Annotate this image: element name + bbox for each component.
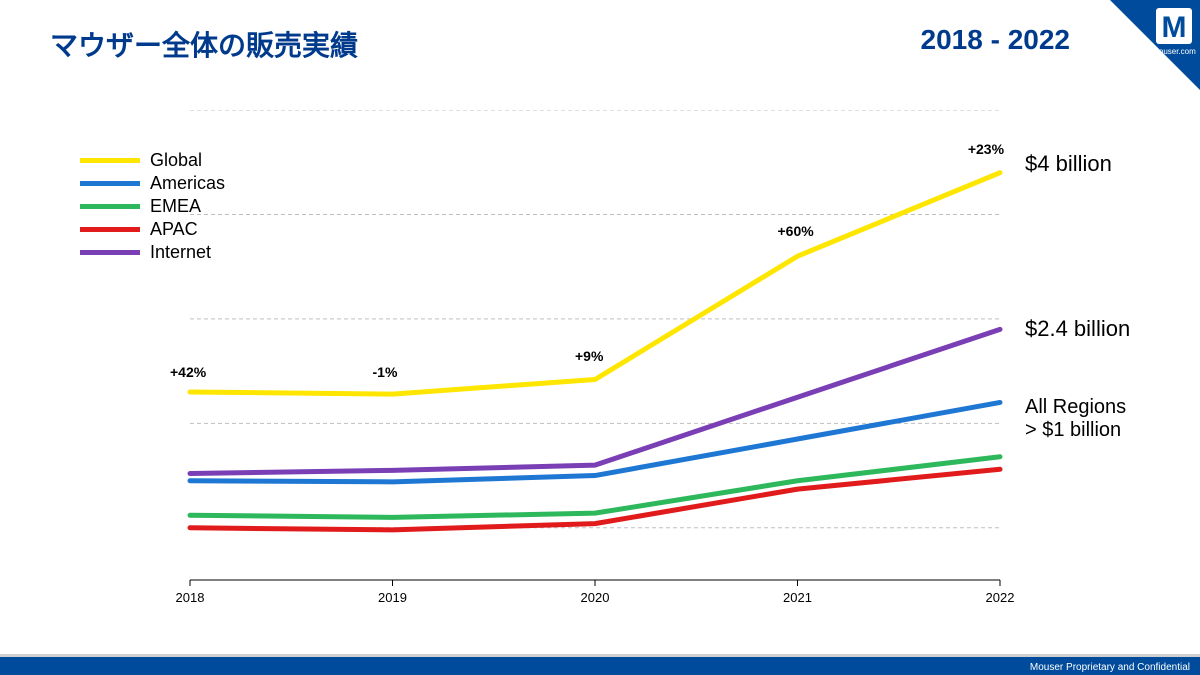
pct-annotation: +60% <box>778 223 814 239</box>
right-value-label: $2.4 billion <box>1025 316 1130 342</box>
legend-swatch <box>80 227 140 232</box>
x-tick-label: 2021 <box>783 590 812 605</box>
series-line-apac <box>190 469 1000 530</box>
right-value-label: $4 billion <box>1025 151 1112 177</box>
x-tick-label: 2019 <box>378 590 407 605</box>
legend-swatch <box>80 204 140 209</box>
x-tick-label: 2020 <box>581 590 610 605</box>
right-value-label: > $1 billion <box>1025 419 1121 442</box>
year-range: 2018 - 2022 <box>921 24 1070 56</box>
page-title: マウザー全体の販売実績 <box>50 24 358 64</box>
legend-swatch <box>80 250 140 255</box>
logo-subtext: mouser.com <box>1152 47 1196 56</box>
legend-swatch <box>80 158 140 163</box>
logo-letter-icon: M <box>1162 11 1187 44</box>
pct-annotation: -1% <box>373 364 398 380</box>
pct-annotation: +42% <box>170 364 206 380</box>
x-tick-label: 2022 <box>986 590 1015 605</box>
x-tick-label: 2018 <box>176 590 205 605</box>
legend-swatch <box>80 181 140 186</box>
pct-annotation: +9% <box>575 348 603 364</box>
brand-logo: M mouser.com <box>1110 0 1200 90</box>
right-value-label: All Regions <box>1025 396 1126 419</box>
footer-text: Mouser Proprietary and Confidential <box>1030 662 1190 673</box>
pct-annotation: +23% <box>968 141 1004 157</box>
footer-bar <box>0 657 1200 675</box>
